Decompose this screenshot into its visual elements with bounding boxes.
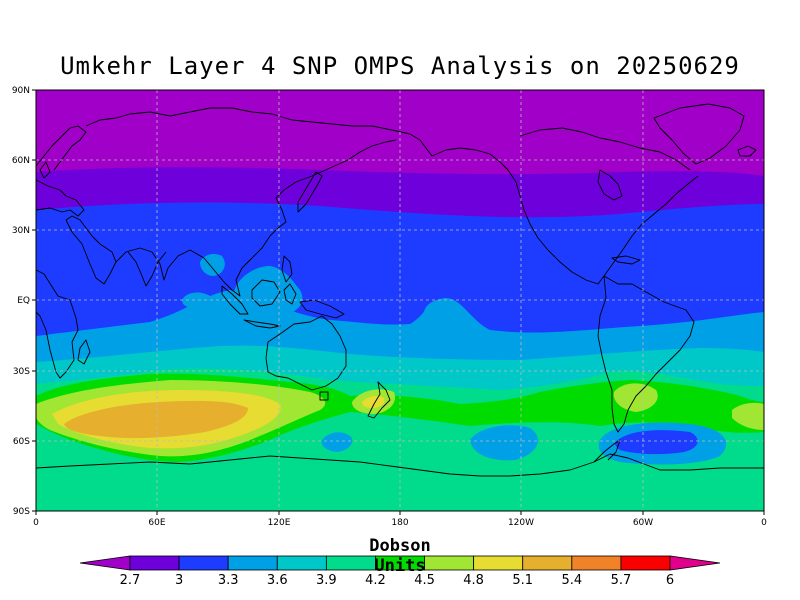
y-tick-labels: 90N 60N 30N EQ 30S 60S 90S [12, 86, 30, 517]
south-pacific-tongue [424, 298, 477, 338]
colorbar-tick-3: 3.6 [267, 573, 288, 588]
ytick-60n: 60N [12, 156, 30, 166]
colorbar-tick-2: 3.3 [218, 573, 239, 588]
ytick-90n: 90N [12, 86, 30, 96]
ytick-90s: 90S [13, 507, 30, 517]
coast-uk [39, 161, 51, 179]
coast-india [127, 251, 167, 287]
colorbar-tick-6: 4.5 [414, 573, 435, 588]
coast-alaska [431, 147, 517, 183]
colorbar [79, 555, 721, 571]
colorbar-tick-labels: 2.7 3 3.3 3.6 3.9 4.2 4.5 4.8 5.1 5.4 5.7 6 [120, 573, 674, 588]
coast-africa [36, 269, 79, 379]
indian-ocean-tongue [182, 292, 212, 308]
coast-japan [297, 171, 323, 213]
graticule [36, 90, 764, 511]
coast-iceland [737, 145, 757, 157]
coast-new-guinea [299, 299, 345, 319]
coast-hudson-bay [597, 169, 623, 201]
colorbar-box-7 [473, 555, 524, 571]
coast-borneo [251, 279, 281, 307]
south-america-maximum [613, 383, 658, 412]
colorbar-box-3 [276, 555, 327, 571]
colorbar-low-triangle [79, 555, 131, 571]
coast-new-zealand [367, 381, 391, 419]
ytick-eq: EQ [17, 296, 30, 306]
drake-passage-minimum-inner [615, 430, 698, 455]
coast-mediterranean-europe [36, 179, 85, 217]
coast-canadian-arctic [519, 127, 691, 171]
colorbar-tick-9: 5.4 [561, 573, 582, 588]
x-axis [35, 511, 765, 515]
colorbar-box-1 [178, 555, 229, 571]
coast-sumatra [221, 285, 249, 315]
colorbar-title: Dobson Units [369, 536, 431, 576]
xtick-0: 0 [33, 518, 39, 528]
coast-eurasia-north [85, 107, 433, 157]
coast-south-america [597, 275, 695, 433]
contour-band-5-4 [64, 400, 248, 439]
xtick-120e: 120E [268, 518, 291, 528]
colorbar-box-0 [129, 555, 180, 571]
ytick-30n: 30N [12, 226, 30, 236]
ytick-60s: 60S [13, 437, 30, 447]
coast-greenland [653, 103, 745, 165]
bay-of-bengal-minimum [200, 254, 225, 276]
coast-caribbean [611, 255, 641, 265]
colorbar-high-triangle [669, 555, 721, 571]
colorbar-tick-11: 6 [666, 573, 674, 588]
colorbar-tick-10: 5.7 [611, 573, 632, 588]
colorbar-tick-0: 2.7 [120, 573, 141, 588]
coast-asia-south [115, 139, 397, 297]
coast-philippines [281, 255, 293, 283]
south-atlantic-east-maximum [732, 402, 764, 430]
ytick-30s: 30S [13, 367, 30, 377]
colorbar-tick-4: 3.9 [316, 573, 337, 588]
colorbar-tick-8: 5.1 [512, 573, 533, 588]
xtick-180: 180 [391, 518, 408, 528]
coast-tasmania [319, 391, 329, 401]
colorbar-box-8 [522, 555, 573, 571]
y-axis [32, 89, 36, 512]
coast-north-america-east [603, 175, 699, 277]
colorbar-box-10 [620, 555, 671, 571]
xtick-60w: 60W [633, 518, 653, 528]
tasman-minimum [321, 432, 353, 452]
coast-antarctic-peninsula [593, 439, 621, 463]
colorbar-tick-1: 3 [175, 573, 183, 588]
coast-scandinavia [36, 125, 87, 171]
xtick-0-end: 0 [761, 518, 767, 528]
map-title: Umkehr Layer 4 SNP OMPS Analysis on 2025… [60, 52, 740, 80]
xtick-120w: 120W [508, 518, 534, 528]
x-tick-labels: 0 60E 120E 180 120W 60W 0 [33, 518, 767, 528]
coast-sulawesi [283, 283, 297, 305]
colorbar-box-2 [227, 555, 278, 571]
coast-north-america-west [515, 181, 605, 285]
coastlines [36, 103, 764, 477]
colorbar-box-9 [571, 555, 622, 571]
coast-australia [265, 315, 347, 391]
coast-antarctica [36, 453, 764, 477]
coast-madagascar [77, 339, 91, 365]
coast-java [243, 319, 281, 329]
colorbar-tick-7: 4.8 [463, 573, 484, 588]
new-zealand-maximum-inner [362, 395, 385, 408]
xtick-60e: 60E [148, 518, 165, 528]
colorbar-tick-5: 4.2 [365, 573, 386, 588]
